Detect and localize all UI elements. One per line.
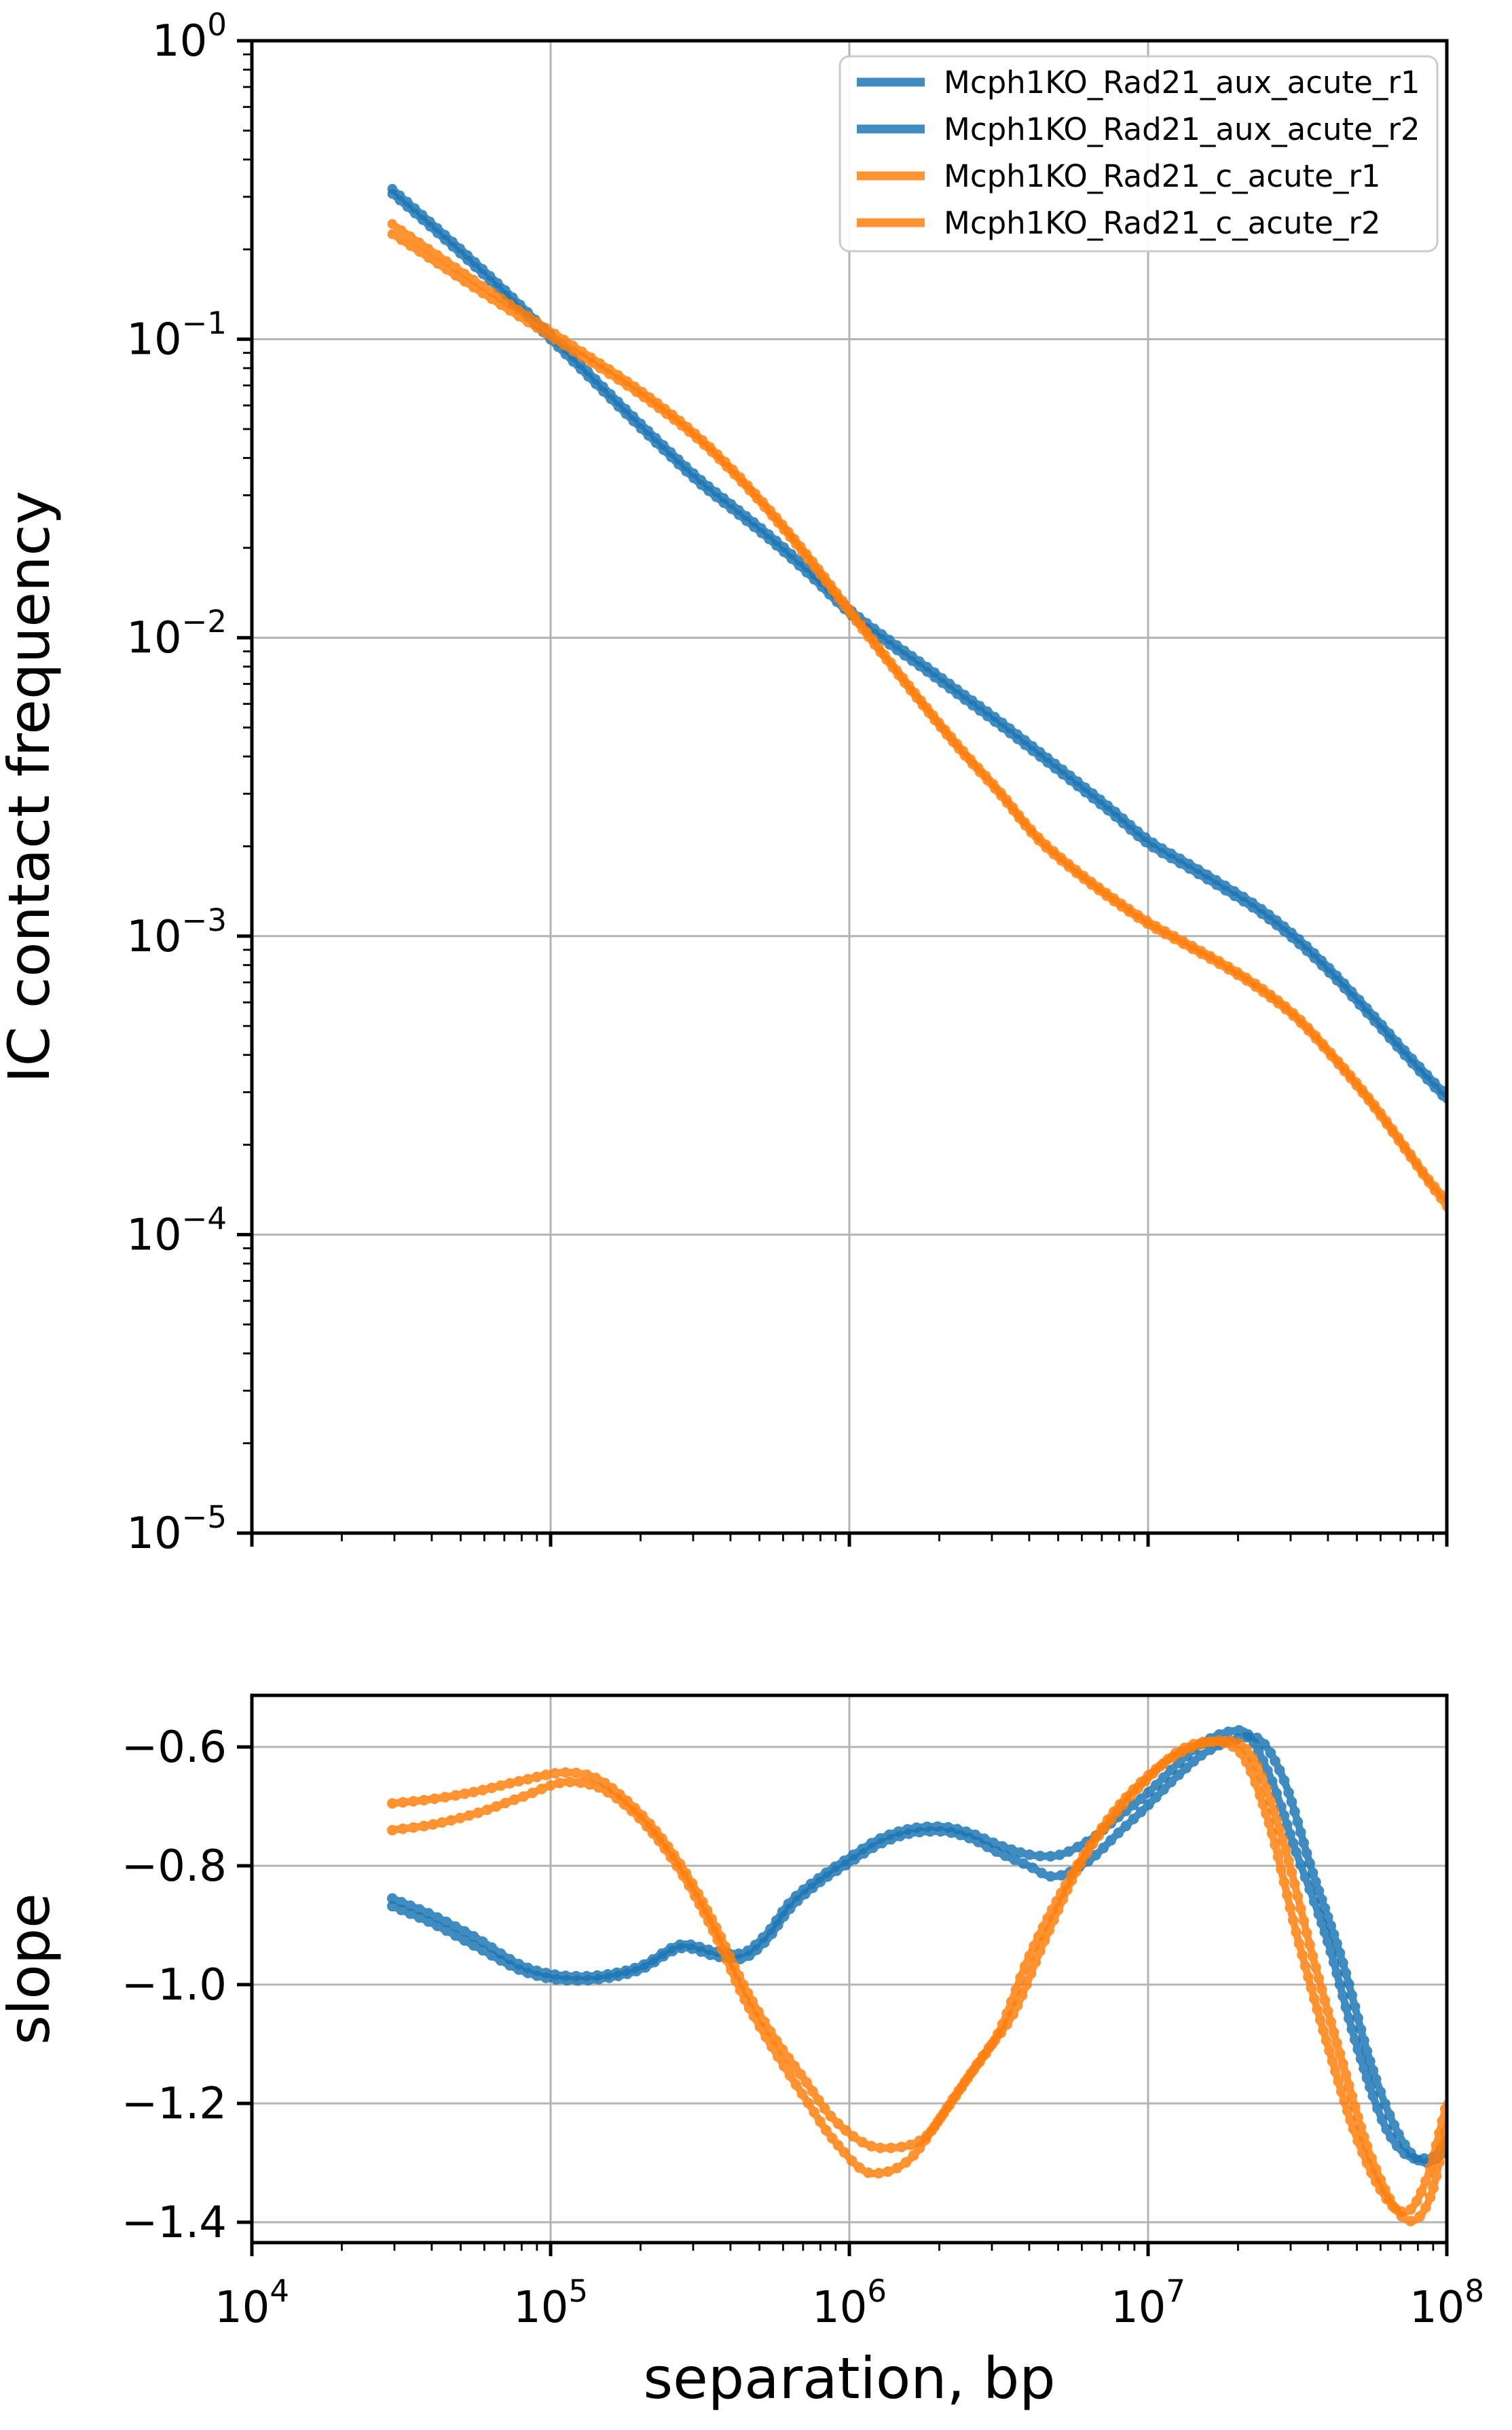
slope-ylabel: slope xyxy=(0,1893,62,2045)
x-tick-label: 107 xyxy=(1111,2273,1185,2333)
slope-ytick-label: −1.0 xyxy=(122,1960,227,2010)
legend-label: Mcph1KO_Rad21_aux_acute_r2 xyxy=(944,111,1420,147)
pofs-ytick-labels: 100 10−1 10−2 10−3 10−4 10−5 xyxy=(126,7,227,1559)
pofs-ytick-label: 10−5 xyxy=(126,1499,227,1559)
pofs-ytick-label: 10−4 xyxy=(126,1200,227,1260)
series-Mcph1KO_Rad21_aux_acute_r2 xyxy=(387,189,1447,1104)
slope-ytick-label: −0.8 xyxy=(122,1841,227,1892)
slope-curves xyxy=(387,1725,1447,2227)
slope-ytick-label: −1.4 xyxy=(122,2198,227,2248)
series-Mcph1KO_Rad21_c_acute_r2 xyxy=(387,229,1447,1212)
slope-ytick-labels: −0.6 −0.8 −1.0 −1.2 −1.4 xyxy=(122,1723,227,2248)
pofs-ytick-label: 10−1 xyxy=(126,306,227,365)
x-tick-label: 105 xyxy=(513,2273,588,2333)
pofs-ytick-label: 10−2 xyxy=(126,604,227,663)
x-tick-label: 106 xyxy=(812,2273,887,2333)
legend-label: Mcph1KO_Rad21_c_acute_r1 xyxy=(944,158,1380,194)
slope-ytick-label: −1.2 xyxy=(122,2079,227,2129)
pofs-ytick-label: 100 xyxy=(152,7,227,67)
series-Mcph1KO_Rad21_c_acute_r2 xyxy=(387,1735,1447,2227)
slope-ticks xyxy=(237,1745,1449,2256)
legend-label: Mcph1KO_Rad21_aux_acute_r1 xyxy=(944,65,1420,100)
x-tick-labels: 104 105 106 107 108 xyxy=(215,2273,1484,2333)
pofs-ytick-label: 10−3 xyxy=(126,902,227,962)
x-tick-label: 108 xyxy=(1409,2273,1484,2333)
pofs-curves xyxy=(387,183,1447,1212)
pofs-ylabel: IC contact frequency xyxy=(0,491,62,1083)
slope-ytick-label: −0.6 xyxy=(122,1723,227,1773)
pofs-ticks xyxy=(237,39,1449,1547)
xlabel: separation, bp xyxy=(643,2345,1055,2412)
x-tick-label: 104 xyxy=(215,2273,289,2333)
legend: Mcph1KO_Rad21_aux_acute_r1 Mcph1KO_Rad21_… xyxy=(838,55,1439,253)
legend-label: Mcph1KO_Rad21_c_acute_r2 xyxy=(944,205,1380,241)
